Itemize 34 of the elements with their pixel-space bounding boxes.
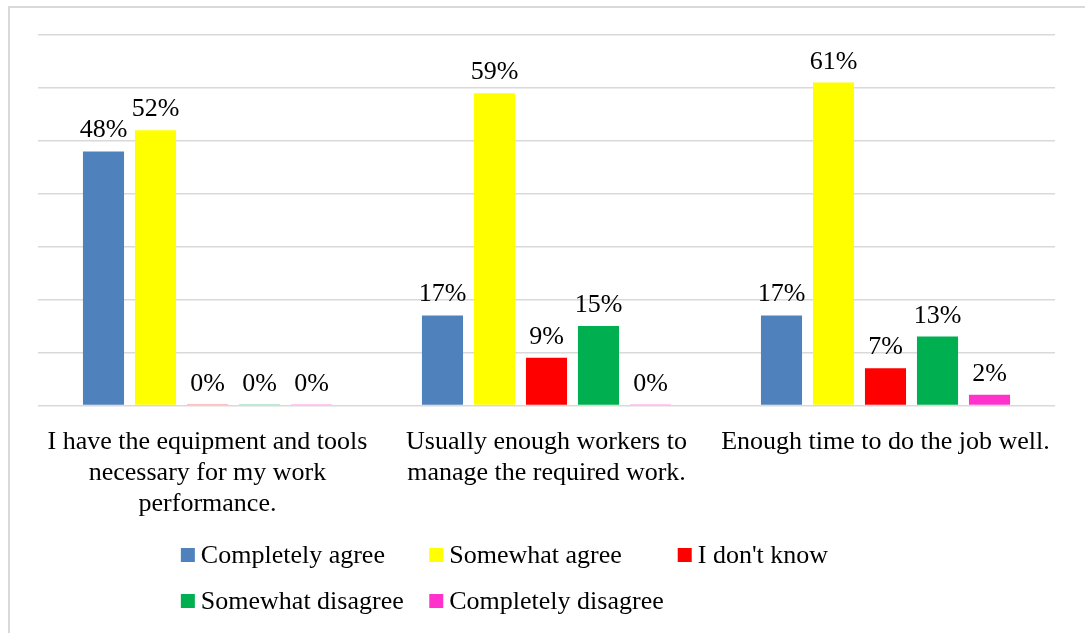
bar	[968, 394, 1011, 405]
legend-label: Completely disagree	[449, 585, 664, 615]
legend-label: Completely agree	[200, 539, 385, 569]
bar	[134, 130, 177, 405]
bar	[760, 315, 803, 405]
data-label: 9%	[529, 320, 564, 350]
data-label: 52%	[131, 93, 180, 123]
data-label: 13%	[913, 299, 962, 329]
x-tick-label: Enough time to do the job well.	[721, 425, 1050, 455]
data-label: 0%	[633, 368, 668, 398]
bar	[525, 357, 568, 405]
bar	[421, 315, 464, 405]
data-label: 2%	[972, 357, 1007, 387]
legend-label: Somewhat disagree	[200, 585, 404, 615]
data-label: 0%	[242, 368, 277, 398]
data-label: 59%	[470, 56, 519, 86]
x-tick-label: Usually enough workers to manage the required work.	[406, 425, 687, 487]
data-label: 61%	[809, 45, 858, 75]
bar	[812, 82, 855, 405]
legend-label: I don't know	[697, 539, 829, 569]
data-label: 17%	[757, 278, 806, 308]
x-tick-label: I have the equipment and tools necessary for my work performance.	[47, 425, 368, 518]
data-label: 15%	[574, 289, 623, 319]
data-label: 7%	[868, 331, 903, 361]
bar	[82, 151, 125, 405]
data-label: 17%	[418, 278, 467, 308]
legend-label: Somewhat agree	[449, 539, 622, 569]
data-label: 0%	[294, 368, 329, 398]
bar	[864, 368, 907, 405]
data-label: 48%	[79, 114, 128, 144]
bar	[916, 336, 959, 405]
bar	[473, 93, 516, 405]
data-label: 0%	[190, 368, 225, 398]
bar	[577, 326, 620, 405]
